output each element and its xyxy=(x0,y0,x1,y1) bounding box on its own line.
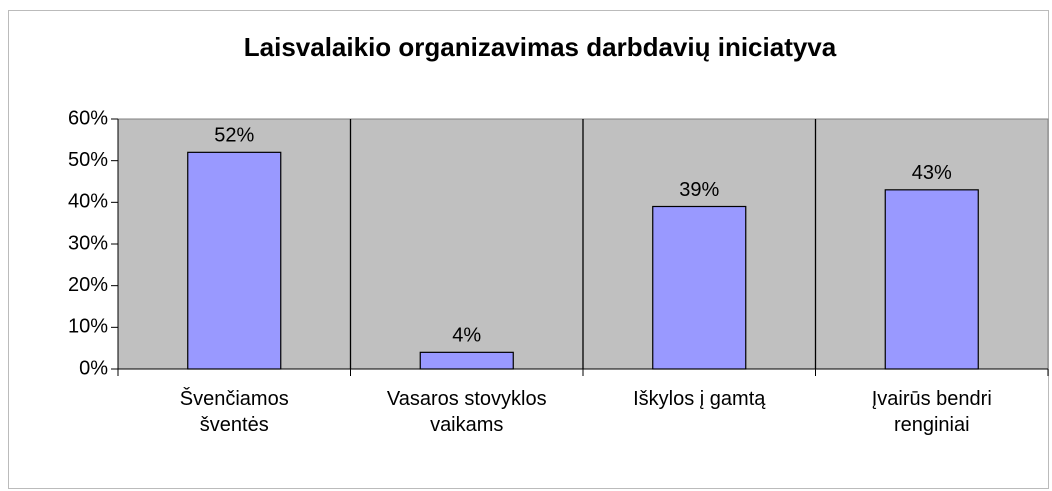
data-label: 39% xyxy=(679,179,719,201)
bar xyxy=(652,205,747,370)
y-tick-label: 30% xyxy=(68,232,108,254)
x-tick-label: Įvairūs bendri renginiai xyxy=(871,388,992,436)
bar xyxy=(419,351,514,370)
y-tick-label: 10% xyxy=(68,316,108,338)
y-tick-label: 50% xyxy=(68,149,108,171)
y-tick-label: 40% xyxy=(68,191,108,213)
x-tick-label: Vasaros stovyklos vaikams xyxy=(386,388,547,436)
y-tick-label: 0% xyxy=(79,357,108,379)
x-tick-label: Iškylos į gamtą xyxy=(633,388,766,410)
bar xyxy=(884,189,979,370)
data-label: 52% xyxy=(214,125,254,147)
x-tick-label: Švenčiamos šventės xyxy=(179,388,289,436)
bar xyxy=(187,151,282,370)
chart-title: Laisvalaikio organizavimas darbdavių ini… xyxy=(244,32,837,62)
data-label: 43% xyxy=(912,162,952,184)
data-label: 4% xyxy=(452,325,481,347)
y-tick-label: 20% xyxy=(68,274,108,296)
y-tick-label: 60% xyxy=(68,107,108,129)
